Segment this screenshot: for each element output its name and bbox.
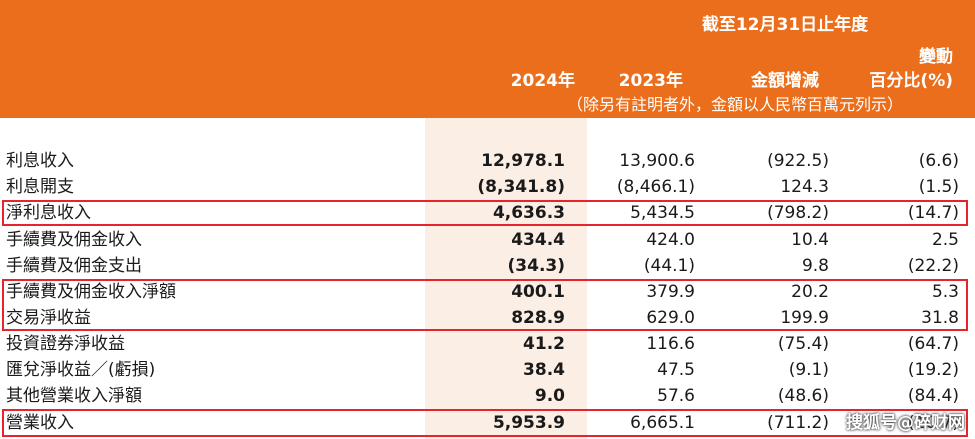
value-change: 9.8 [801, 256, 829, 276]
row-label: 利息開支 [6, 177, 74, 197]
value-2023: 5,434.5 [630, 203, 695, 223]
value-2024: 9.0 [534, 386, 565, 406]
value-2024: 828.9 [511, 308, 565, 328]
value-2023: 379.9 [646, 282, 695, 302]
table-row: 利息收入 12,978.1 13,900.6 (922.5) (6.6) [0, 148, 975, 174]
row-label: 投資證券淨收益 [6, 334, 125, 354]
table-row: 利息開支 (8,341.8) (8,466.1) 124.3 (1.5) [0, 174, 975, 200]
value-pct: 31.8 [921, 308, 959, 328]
highlight-net-interest-income [2, 200, 968, 226]
highlight-operating-income [2, 409, 968, 437]
value-pct: 2.5 [931, 230, 959, 250]
value-2024: 434.4 [511, 230, 565, 250]
value-2024: 38.4 [523, 360, 565, 380]
table-row: 投資證券淨收益 41.2 116.6 (75.4) (64.7) [0, 331, 975, 357]
column-header-pct-line2: 百分比(%) [869, 71, 953, 91]
value-pct: (14.7) [907, 203, 959, 223]
value-change: (9.1) [788, 360, 829, 380]
value-2024: 41.2 [523, 334, 565, 354]
value-2023: 116.6 [646, 334, 695, 354]
value-2024: 12,978.1 [481, 151, 565, 171]
value-2024: (34.3) [507, 256, 565, 276]
value-2023: 424.0 [646, 230, 695, 250]
value-pct: (22.2) [907, 256, 959, 276]
row-label: 營業收入 [6, 413, 74, 433]
value-pct: (84.4) [907, 386, 959, 406]
table-row: 交易淨收益 828.9 629.0 199.9 31.8 [0, 305, 975, 331]
period-heading: 截至12月31日止年度 [701, 15, 869, 35]
value-change: (48.6) [777, 386, 829, 406]
column-header-change: 金額增減 [751, 71, 819, 91]
value-pct: (10.7) [907, 413, 959, 433]
table-row: 淨利息收入 4,636.3 5,434.5 (798.2) (14.7) [0, 200, 975, 226]
row-label: 匯兌淨收益／(虧損) [6, 360, 156, 380]
value-pct: (1.5) [918, 177, 959, 197]
table-row: 匯兌淨收益／(虧損) 38.4 47.5 (9.1) (19.2) [0, 357, 975, 383]
table-row: 其他營業收入淨額 9.0 57.6 (48.6) (84.4) [0, 383, 975, 409]
value-change: (798.2) [767, 203, 829, 223]
value-2024: 5,953.9 [492, 413, 565, 433]
value-2023: 47.5 [657, 360, 695, 380]
value-2023: (44.1) [643, 256, 695, 276]
value-pct: 5.3 [931, 282, 959, 302]
table-row: 營業收入 5,953.9 6,665.1 (711.2) (10.7) [0, 410, 975, 436]
value-pct: (6.6) [918, 151, 959, 171]
row-label: 手續費及佣金支出 [6, 256, 142, 276]
value-change: 199.9 [780, 308, 829, 328]
row-label: 手續費及佣金收入淨額 [6, 282, 176, 302]
column-header-2023: 2023年 [618, 71, 683, 91]
row-label: 利息收入 [6, 151, 74, 171]
watermark: 搜狐号@碎财网 [846, 413, 965, 433]
value-pct: (19.2) [907, 360, 959, 380]
value-change: (922.5) [767, 151, 829, 171]
value-pct: (64.7) [907, 334, 959, 354]
value-2024: 4,636.3 [492, 203, 565, 223]
highlight-fee-and-trading [2, 279, 968, 331]
value-2023: 13,900.6 [619, 151, 695, 171]
current-year-column-shade [425, 118, 587, 439]
value-2024: (8,341.8) [477, 177, 565, 197]
currency-note: （除另有註明者外，金額以人民幣百萬元列示） [566, 95, 903, 114]
row-label: 交易淨收益 [6, 308, 91, 328]
row-label: 手續費及佣金收入 [6, 230, 142, 250]
table-header: 截至12月31日止年度 2024年 2023年 金額增減 變動 百分比(%) （… [0, 0, 975, 118]
table-row: 手續費及佣金支出 (34.3) (44.1) 9.8 (22.2) [0, 253, 975, 279]
table-row: 手續費及佣金收入 434.4 424.0 10.4 2.5 [0, 227, 975, 253]
value-change: 124.3 [780, 177, 829, 197]
value-2023: (8,466.1) [616, 177, 695, 197]
row-label: 淨利息收入 [6, 203, 91, 223]
value-change: 10.4 [791, 230, 829, 250]
row-label: 其他營業收入淨額 [6, 386, 142, 406]
column-header-pct-line1: 變動 [919, 47, 953, 67]
value-2023: 6,665.1 [630, 413, 695, 433]
value-change: (711.2) [767, 413, 829, 433]
value-2023: 57.6 [657, 386, 695, 406]
value-change: (75.4) [777, 334, 829, 354]
column-header-2024: 2024年 [510, 71, 575, 91]
table-row: 手續費及佣金收入淨額 400.1 379.9 20.2 5.3 [0, 279, 975, 305]
value-2023: 629.0 [646, 308, 695, 328]
value-change: 20.2 [791, 282, 829, 302]
value-2024: 400.1 [511, 282, 565, 302]
